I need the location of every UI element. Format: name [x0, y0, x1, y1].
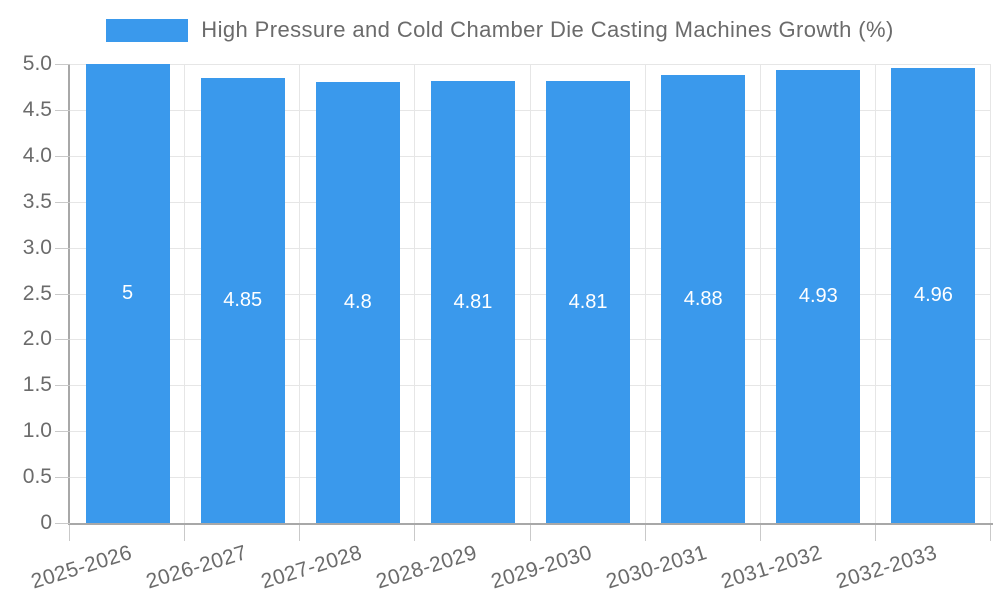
y-tick-label: 2.5 [22, 281, 52, 305]
bar-value-label: 4.93 [798, 285, 838, 308]
bar[interactable]: 4.93 [776, 70, 861, 523]
y-tick-label: 2.0 [22, 327, 52, 351]
x-gridline [759, 64, 761, 523]
x-tick-mark [414, 525, 416, 541]
x-tick-mark [529, 525, 531, 541]
legend-swatch [106, 18, 189, 42]
y-tick-mark [55, 385, 70, 387]
y-tick-mark [55, 155, 70, 157]
y-tick-mark [55, 431, 70, 433]
bar-value-label: 4.85 [223, 288, 263, 311]
x-tick-mark [299, 525, 301, 541]
y-tick-label: 1.0 [22, 419, 52, 443]
x-tick-label: 2026-2027 [143, 541, 250, 594]
x-gridline [529, 64, 531, 523]
y-tick-label: 4.0 [22, 143, 52, 167]
y-tick-mark [55, 64, 70, 65]
x-tick-mark [184, 525, 186, 541]
bar-value-label: 4.81 [453, 290, 493, 313]
x-gridline [414, 64, 416, 523]
bar-value-label: 4.88 [683, 287, 723, 310]
y-axis-line [68, 64, 70, 525]
y-tick-label: 3.0 [22, 235, 52, 259]
y-gridline [70, 431, 991, 433]
y-tick-mark [55, 247, 70, 249]
x-tick-label: 2029-2030 [488, 541, 595, 594]
y-tick-label: 3.5 [22, 189, 52, 213]
y-gridline [70, 385, 991, 387]
bar[interactable]: 4.96 [891, 67, 976, 523]
bar-value-label: 5 [122, 282, 134, 304]
x-tick-label: 2027-2028 [258, 541, 365, 594]
y-tick-label: 0 [40, 511, 52, 534]
x-tick-label: 2028-2029 [373, 541, 480, 594]
y-tick-label: 1.5 [22, 373, 52, 397]
x-tick-mark [69, 525, 70, 541]
chart-legend[interactable]: High Pressure and Cold Chamber Die Casti… [0, 17, 1000, 43]
x-tick-label: 2031-2032 [718, 541, 826, 594]
bar-value-label: 4.8 [343, 291, 372, 314]
y-gridline [70, 201, 991, 203]
x-gridline [874, 64, 876, 523]
legend-label: High Pressure and Cold Chamber Die Casti… [201, 17, 894, 42]
bar[interactable]: 4.88 [661, 75, 746, 523]
x-tick-label: 2030-2031 [603, 541, 710, 594]
x-gridline [184, 64, 186, 523]
y-tick-mark [55, 293, 70, 295]
bar-value-label: 4.81 [568, 290, 608, 313]
y-gridline [70, 64, 991, 65]
bar[interactable]: 5 [85, 64, 170, 523]
x-tick-mark [644, 525, 646, 541]
y-gridline [70, 339, 991, 341]
x-tick-mark [990, 525, 991, 541]
y-gridline [70, 109, 991, 111]
y-gridline [70, 155, 991, 157]
y-tick-mark [55, 201, 70, 203]
y-tick-mark [55, 523, 70, 524]
bar[interactable]: 4.8 [315, 82, 400, 523]
y-tick-label: 0.5 [22, 465, 52, 489]
bar-value-label: 4.96 [913, 283, 953, 306]
y-gridline [70, 247, 991, 249]
x-tick-mark [874, 525, 876, 541]
y-gridline [70, 477, 991, 479]
x-axis-line [70, 523, 993, 525]
bar[interactable]: 4.85 [200, 77, 285, 523]
x-tick-label: 2032-2033 [833, 541, 941, 594]
bar[interactable]: 4.81 [546, 81, 631, 523]
x-gridline [644, 64, 646, 523]
y-tick-label: 5.0 [22, 52, 52, 75]
bar[interactable]: 4.81 [430, 81, 515, 523]
x-gridline [299, 64, 301, 523]
y-tick-label: 4.5 [22, 97, 52, 121]
y-tick-mark [55, 339, 70, 341]
y-tick-mark [55, 477, 70, 479]
x-gridline [990, 64, 991, 523]
y-gridline [70, 293, 991, 295]
x-tick-mark [759, 525, 761, 541]
x-tick-label: 2025-2026 [28, 541, 135, 594]
y-tick-mark [55, 109, 70, 111]
